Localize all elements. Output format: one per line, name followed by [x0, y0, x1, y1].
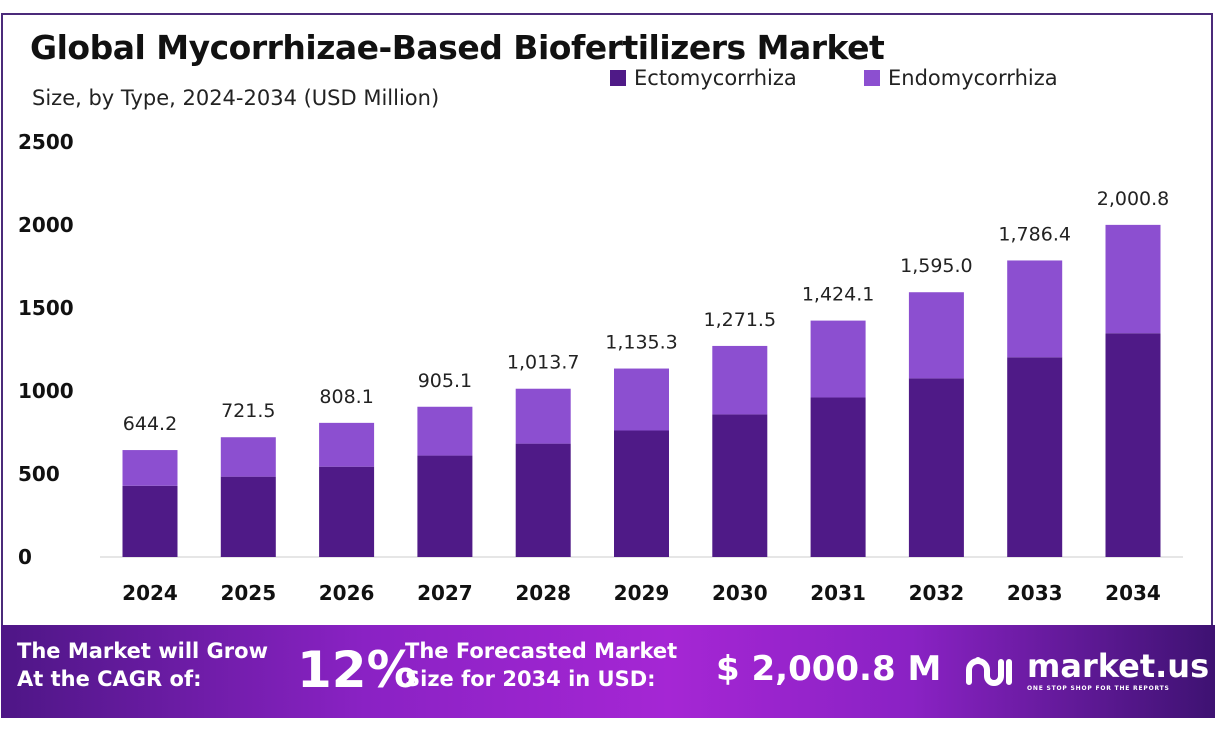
data-label: 1,013.7 [507, 352, 580, 374]
chart-title: Global Mycorrhizae-Based Biofertilizers … [30, 28, 885, 67]
legend-item-endomycorrhiza: Endomycorrhiza [864, 66, 1058, 90]
bar-ectomycorrhiza-2031 [810, 397, 866, 557]
y-tick-label: 0 [18, 545, 32, 569]
bar-endomycorrhiza-2025 [220, 437, 276, 477]
bar-ectomycorrhiza-2029 [614, 430, 669, 557]
bar-endomycorrhiza-2027 [417, 406, 473, 456]
bar-endomycorrhiza-2030 [712, 345, 768, 415]
legend-label: Endomycorrhiza [888, 66, 1058, 90]
bar-ectomycorrhiza-2026 [319, 466, 375, 557]
cagr-label-line: At the CAGR of: [17, 667, 202, 691]
bar-endomycorrhiza-2031 [810, 320, 866, 398]
cagr-value: 12% [297, 641, 417, 699]
forecast-label: The Forecasted Market Size for 2034 in U… [405, 637, 677, 693]
legend-swatch [864, 70, 880, 86]
data-label: 1,424.1 [802, 284, 875, 306]
data-label: 1,786.4 [998, 223, 1071, 245]
x-tick-label: 2032 [909, 581, 965, 605]
bar-ectomycorrhiza-2024 [122, 485, 178, 557]
legend-label: Ectomycorrhiza [634, 66, 797, 90]
x-tick-label: 2031 [810, 581, 866, 605]
y-tick-label: 2000 [18, 213, 74, 237]
y-tick-label: 1500 [18, 296, 74, 320]
bar-endomycorrhiza-2033 [1007, 260, 1063, 358]
cagr-label-line: The Market will Grow [17, 639, 268, 663]
x-tick-label: 2027 [417, 581, 473, 605]
forecast-value: $ 2,000.8 M [716, 649, 942, 689]
data-label: 1,271.5 [704, 309, 777, 331]
forecast-label-line: The Forecasted Market [405, 639, 678, 663]
data-label: 1,135.3 [605, 332, 678, 354]
data-label: 905.1 [418, 370, 472, 392]
legend-swatch [610, 70, 626, 86]
data-label: 2,000.8 [1097, 188, 1170, 210]
x-tick-label: 2025 [220, 581, 276, 605]
bar-endomycorrhiza-2026 [319, 422, 375, 467]
y-tick-label: 1000 [18, 379, 74, 403]
x-tick-label: 2030 [712, 581, 768, 605]
chart-subtitle: Size, by Type, 2024-2034 (USD Million) [32, 86, 440, 110]
logo-tagline: ONE STOP SHOP FOR THE REPORTS [1027, 685, 1170, 692]
y-tick-label: 2500 [18, 130, 74, 154]
x-tick-label: 2028 [515, 581, 571, 605]
data-label: 644.2 [123, 413, 177, 435]
cagr-label: The Market will Grow At the CAGR of: [17, 637, 268, 693]
x-tick-label: 2029 [614, 581, 670, 605]
data-label: 721.5 [221, 400, 275, 422]
x-tick-label: 2024 [122, 581, 178, 605]
data-label: 808.1 [319, 386, 373, 408]
bar-ectomycorrhiza-2027 [417, 455, 473, 557]
bar-ectomycorrhiza-2030 [712, 414, 768, 557]
x-tick-label: 2034 [1105, 581, 1161, 605]
bar-endomycorrhiza-2029 [614, 368, 669, 431]
plot-area: 0 500 1000 1500 2000 2500 644.2 2024 721.5 2025 80… [18, 130, 1183, 605]
bar-endomycorrhiza-2032 [908, 292, 964, 379]
legend-item-ectomycorrhiza: Ectomycorrhiza [610, 66, 797, 90]
bar-endomycorrhiza-2034 [1105, 224, 1161, 334]
logo-icon [966, 656, 1012, 686]
bar-ectomycorrhiza-2033 [1007, 357, 1063, 557]
x-tick-label: 2026 [319, 581, 375, 605]
bar-ectomycorrhiza-2034 [1105, 333, 1161, 557]
marketus-logo: market.us ONE STOP SHOP FOR THE REPORTS [963, 647, 1209, 692]
bar-endomycorrhiza-2024 [122, 450, 178, 486]
footer-banner: The Market will Grow At the CAGR of: 12%… [1, 625, 1215, 718]
logo-name: market.us [1027, 647, 1210, 685]
bar-ectomycorrhiza-2025 [220, 476, 276, 557]
bar-endomycorrhiza-2028 [515, 388, 571, 444]
bar-ectomycorrhiza-2032 [908, 378, 964, 557]
bar-ectomycorrhiza-2028 [515, 443, 571, 557]
y-tick-label: 500 [18, 462, 60, 486]
data-label: 1,595.0 [900, 255, 973, 277]
x-tick-label: 2033 [1007, 581, 1063, 605]
forecast-label-line: Size for 2034 in USD: [405, 667, 656, 691]
